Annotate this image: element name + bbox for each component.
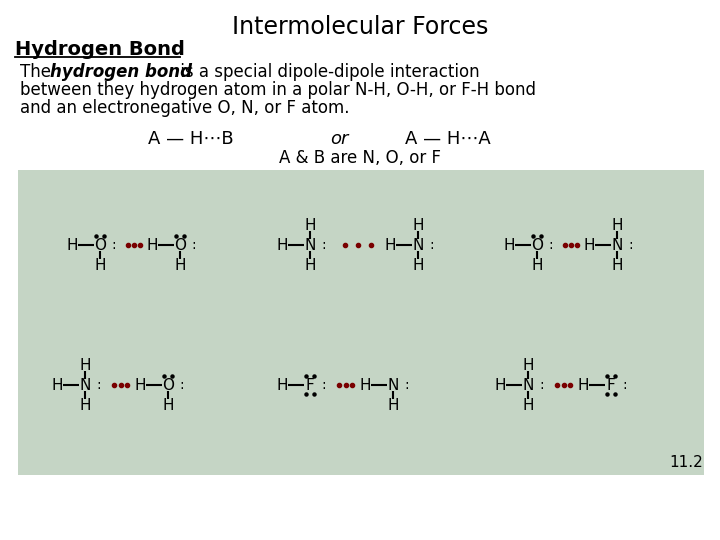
Text: H: H bbox=[611, 218, 623, 233]
Text: O: O bbox=[531, 238, 543, 253]
Text: H: H bbox=[494, 377, 505, 393]
Text: 11.2: 11.2 bbox=[670, 455, 703, 470]
Text: H: H bbox=[305, 258, 316, 273]
Text: N: N bbox=[387, 377, 399, 393]
Text: F: F bbox=[607, 377, 616, 393]
Text: F: F bbox=[305, 377, 315, 393]
Text: O: O bbox=[94, 238, 106, 253]
Text: H: H bbox=[66, 238, 78, 253]
Text: :: : bbox=[321, 238, 325, 252]
Bar bbox=[18, 170, 704, 475]
Text: N: N bbox=[305, 238, 315, 253]
Text: N: N bbox=[611, 238, 623, 253]
Text: :: : bbox=[111, 238, 116, 252]
Text: or: or bbox=[330, 130, 348, 148]
Text: H: H bbox=[276, 238, 288, 253]
Text: A — H⋯B: A — H⋯B bbox=[148, 130, 233, 148]
Text: A — H⋯A: A — H⋯A bbox=[405, 130, 491, 148]
Text: H: H bbox=[384, 238, 396, 253]
Text: :: : bbox=[404, 378, 409, 392]
Text: H: H bbox=[276, 377, 288, 393]
Text: H: H bbox=[174, 258, 186, 273]
Text: N: N bbox=[79, 377, 91, 393]
Text: between they hydrogen atom in a polar N-H, O-H, or F-H bond: between they hydrogen atom in a polar N-… bbox=[20, 81, 536, 99]
Text: Intermolecular Forces: Intermolecular Forces bbox=[232, 15, 488, 39]
Text: :: : bbox=[628, 238, 633, 252]
Text: :: : bbox=[179, 378, 184, 392]
Text: H: H bbox=[359, 377, 371, 393]
Text: H: H bbox=[134, 377, 145, 393]
Text: H: H bbox=[531, 258, 543, 273]
Text: H: H bbox=[577, 377, 589, 393]
Text: hydrogen bond: hydrogen bond bbox=[50, 63, 192, 81]
Text: H: H bbox=[522, 397, 534, 413]
Text: is a special dipole-dipole interaction: is a special dipole-dipole interaction bbox=[175, 63, 480, 81]
Text: H: H bbox=[522, 357, 534, 373]
Text: H: H bbox=[413, 258, 424, 273]
Text: N: N bbox=[522, 377, 534, 393]
Text: H: H bbox=[305, 218, 316, 233]
Text: :: : bbox=[321, 378, 325, 392]
Text: A & B are N, O, or F: A & B are N, O, or F bbox=[279, 149, 441, 167]
Text: :: : bbox=[548, 238, 553, 252]
Text: H: H bbox=[51, 377, 63, 393]
Text: H: H bbox=[413, 218, 424, 233]
Text: N: N bbox=[413, 238, 423, 253]
Text: :: : bbox=[191, 238, 196, 252]
Text: H: H bbox=[79, 397, 91, 413]
Text: :: : bbox=[96, 378, 101, 392]
Text: H: H bbox=[162, 397, 174, 413]
Text: H: H bbox=[503, 238, 515, 253]
Text: H: H bbox=[79, 357, 91, 373]
Text: H: H bbox=[583, 238, 595, 253]
Text: The: The bbox=[20, 63, 56, 81]
Text: O: O bbox=[162, 377, 174, 393]
Text: O: O bbox=[174, 238, 186, 253]
Text: H: H bbox=[146, 238, 158, 253]
Text: :: : bbox=[429, 238, 433, 252]
Text: H: H bbox=[387, 397, 399, 413]
Text: :: : bbox=[622, 378, 626, 392]
Text: Hydrogen Bond: Hydrogen Bond bbox=[15, 40, 185, 59]
Text: H: H bbox=[94, 258, 106, 273]
Text: and an electronegative O, N, or F atom.: and an electronegative O, N, or F atom. bbox=[20, 99, 349, 117]
Text: H: H bbox=[611, 258, 623, 273]
Text: :: : bbox=[539, 378, 544, 392]
